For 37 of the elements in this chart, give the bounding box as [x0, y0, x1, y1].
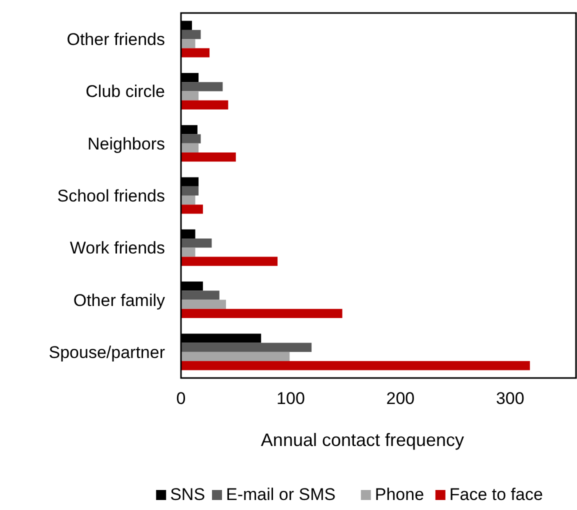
bar: [181, 186, 199, 196]
bar: [181, 152, 236, 162]
bar: [181, 342, 312, 352]
legend-label: Face to face: [449, 485, 543, 504]
bar: [181, 134, 201, 144]
y-tick-label: Neighbors: [88, 134, 165, 154]
bar: [181, 352, 290, 362]
bar: [181, 290, 220, 300]
bar: [181, 39, 196, 48]
legend-label: E-mail or SMS: [226, 485, 336, 504]
x-axis-title: Annual contact frequency: [260, 430, 464, 450]
bar: [181, 100, 228, 110]
bar: [181, 82, 223, 92]
y-tick-label: Other family: [73, 290, 166, 310]
bar: [181, 300, 226, 309]
y-tick-label: Other friends: [66, 30, 165, 50]
y-tick-label: Work friends: [70, 238, 165, 258]
legend-label: Phone: [374, 485, 424, 504]
bar: [181, 196, 196, 205]
bar: [181, 91, 199, 100]
bar: [181, 30, 201, 40]
y-tick-label: Spouse/partner: [48, 342, 166, 362]
bar: [181, 143, 199, 152]
y-tick-label: Club circle: [86, 82, 165, 102]
bar: [181, 48, 210, 58]
x-tick-label: 200: [386, 389, 415, 408]
y-tick-label: School friends: [57, 186, 165, 206]
bar: [181, 361, 530, 370]
bar: [181, 248, 196, 257]
bar: [181, 238, 212, 248]
x-tick-label: 100: [276, 389, 305, 408]
bar: [181, 308, 342, 318]
legend-label: SNS: [170, 485, 206, 504]
x-tick-label: 300: [496, 389, 524, 408]
bar: [181, 204, 203, 214]
bar: [181, 256, 278, 266]
x-tick-label: 0: [176, 389, 186, 408]
